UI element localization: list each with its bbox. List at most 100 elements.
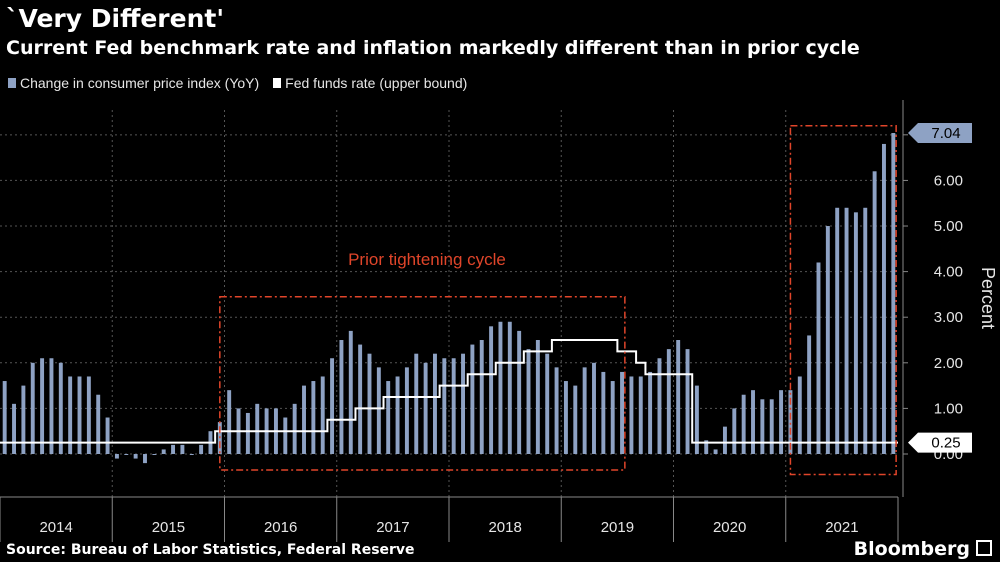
cpi-bar <box>386 381 391 454</box>
cpi-bar <box>423 362 428 454</box>
cpi-bar <box>376 367 381 454</box>
cpi-bar <box>489 326 494 454</box>
cpi-bar <box>124 454 129 455</box>
cpi-bar <box>283 417 288 454</box>
cpi-bar <box>713 449 718 454</box>
fed-funds-line <box>0 339 898 444</box>
chart-title: `Very Different' <box>6 4 224 33</box>
cpi-bar <box>592 362 596 454</box>
source-note: Source: Bureau of Labor Statistics, Fede… <box>6 542 415 558</box>
cpi-bar <box>788 390 793 454</box>
cpi-bar <box>498 321 503 454</box>
cpi-bar <box>339 340 344 454</box>
cpi-bar <box>152 454 157 455</box>
cpi-bar <box>882 143 886 454</box>
cpi-bar <box>358 344 363 454</box>
end-label-fed-box <box>908 432 972 453</box>
cpi-bar <box>30 362 35 454</box>
cpi-bar <box>629 376 634 454</box>
cpi-bar <box>872 171 877 454</box>
cpi-bar <box>797 376 802 454</box>
cpi-bar <box>863 207 868 454</box>
cpi-bar <box>180 444 185 454</box>
cpi-bar <box>638 376 643 454</box>
cpi-bar <box>114 454 119 459</box>
cpi-bar <box>21 385 26 454</box>
x-tick-label: 2015 <box>152 519 185 536</box>
cpi-bar <box>58 362 63 454</box>
cpi-bar <box>292 403 297 454</box>
cpi-bars <box>2 133 896 464</box>
cpi-bar <box>601 371 606 454</box>
y-tick-label: 6.00 <box>934 172 963 189</box>
annotation-box-prior-cycle <box>219 295 626 471</box>
cpi-bar <box>199 444 204 454</box>
cpi-bar <box>77 376 82 454</box>
cpi-bar <box>105 417 110 454</box>
cpi-bar <box>12 403 16 454</box>
cpi-bar <box>891 133 896 454</box>
end-label-fed: 0.25 <box>931 435 960 452</box>
legend-swatch-fed <box>273 78 282 88</box>
cpi-bar <box>517 330 522 454</box>
cpi-bar <box>535 340 540 454</box>
cpi-bar <box>751 390 755 454</box>
cpi-bar <box>844 207 849 454</box>
cpi-bar <box>433 353 437 454</box>
cpi-bar <box>395 376 400 454</box>
cpi-bar <box>732 408 737 454</box>
cpi-bar <box>255 403 260 454</box>
y-tick-label: 1.00 <box>934 400 963 417</box>
cpi-bar <box>853 212 858 454</box>
y-tick-label: 5.00 <box>934 218 963 235</box>
cpi-bar <box>40 358 45 454</box>
x-tick-label: 2019 <box>601 519 634 536</box>
annotation-box-current <box>789 124 897 476</box>
cpi-bar <box>479 340 484 454</box>
cpi-bar <box>302 385 306 454</box>
cpi-bar <box>311 381 316 454</box>
chart-subtitle: Current Fed benchmark rate and inflation… <box>6 37 860 59</box>
cpi-bar <box>657 358 662 454</box>
cpi-bar <box>442 358 447 454</box>
cpi-bar <box>825 226 830 454</box>
end-label-cpi-box <box>908 123 972 143</box>
x-tick-label: 2014 <box>39 519 72 536</box>
y-tick-label: 3.00 <box>934 309 963 326</box>
cpi-bar <box>666 349 671 454</box>
cpi-bar <box>554 367 559 454</box>
brand-logo: Bloomberg <box>853 538 970 560</box>
legend-item-cpi: Change in consumer price index (YoY) <box>8 75 259 91</box>
cpi-bar <box>189 454 194 455</box>
cpi-bar <box>404 367 409 454</box>
cpi-bar <box>451 358 456 454</box>
cpi-bar <box>620 371 625 454</box>
cpi-bar <box>648 371 653 454</box>
cpi-bar <box>685 349 690 454</box>
cpi-bar <box>741 394 746 454</box>
cpi-bar <box>143 454 147 464</box>
annotation-label: Prior tightening cycle <box>348 250 506 269</box>
y-tick-label: 4.00 <box>934 264 963 281</box>
cpi-bar <box>676 340 681 454</box>
cpi-bar <box>526 349 531 454</box>
cpi-bar <box>49 358 54 454</box>
cpi-bar <box>760 399 765 454</box>
legend-item-fed: Fed funds rate (upper bound) <box>273 75 467 91</box>
x-tick-label: 2016 <box>264 519 297 536</box>
y-tick-label: 2.00 <box>934 355 963 372</box>
cpi-bar <box>694 385 699 454</box>
cpi-bar <box>461 353 465 454</box>
x-tick-label: 2018 <box>488 519 521 536</box>
cpi-bar <box>86 376 91 454</box>
cpi-bar <box>367 353 372 454</box>
cpi-bar <box>161 449 166 454</box>
x-axis: 2014 2015 2016 2017 2018 2019 2020 2021 <box>0 496 899 542</box>
cpi-bar <box>133 454 138 459</box>
cpi-bar <box>2 381 7 454</box>
cpi-bar <box>507 321 512 454</box>
cpi-bar <box>227 390 232 454</box>
cpi-bar <box>348 330 353 454</box>
cpi-bar <box>414 353 419 454</box>
